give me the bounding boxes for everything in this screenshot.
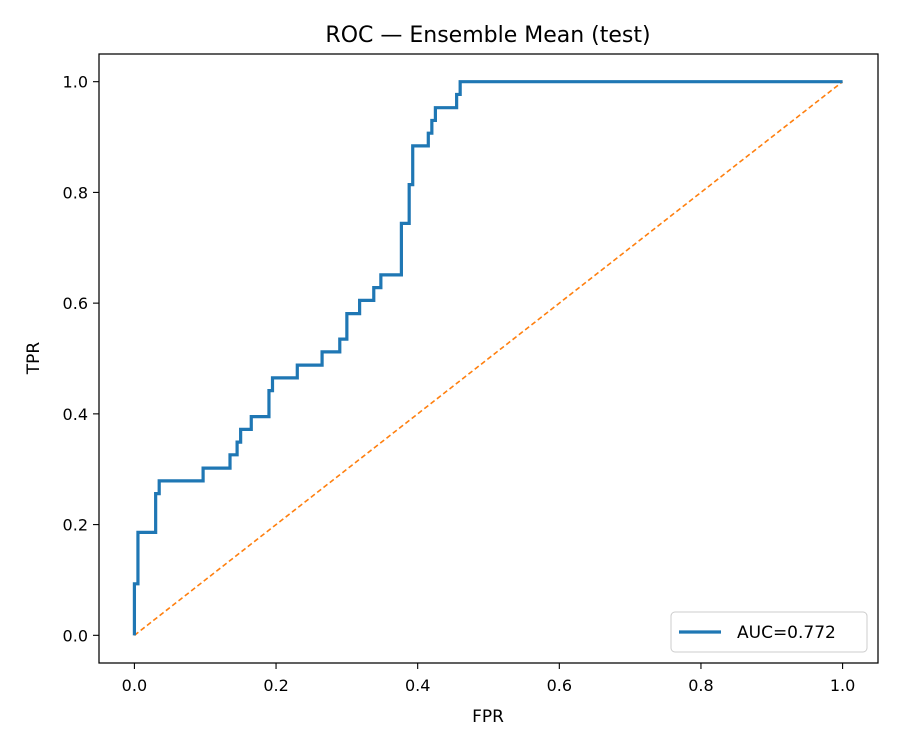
x-tick-label: 0.8 xyxy=(688,676,713,695)
chance-diagonal-line xyxy=(133,81,844,636)
x-tick-label: 0.4 xyxy=(405,676,430,695)
y-tick-label: 0.4 xyxy=(63,405,88,424)
x-tick-label: 0.6 xyxy=(547,676,572,695)
legend: AUC=0.772 xyxy=(670,611,868,653)
plot-area xyxy=(132,80,844,636)
x-axis-label: FPR xyxy=(472,707,504,727)
x-tick-label: 0.0 xyxy=(122,676,147,695)
y-tick-label: 0.8 xyxy=(63,183,88,202)
y-tick-label: 0.6 xyxy=(63,294,88,313)
y-axis-label: TPR xyxy=(24,342,44,376)
x-tick-label: 1.0 xyxy=(830,676,855,695)
y-tick-label: 0.0 xyxy=(63,626,88,645)
x-tick-label: 0.2 xyxy=(263,676,288,695)
legend-box xyxy=(670,611,868,653)
y-tick-label: 0.2 xyxy=(63,516,88,535)
y-tick-label: 1.0 xyxy=(63,73,88,92)
roc-curve-line xyxy=(132,80,843,636)
axes-frame xyxy=(98,53,879,664)
legend-label-roc: AUC=0.772 xyxy=(737,623,836,643)
tick-layer: 0.0 0.2 0.4 0.6 0.8 1.0 0.0 0.2 0.4 0.6 0.8 1.0 xyxy=(63,73,856,695)
chart-title: ROC — Ensemble Mean (test) xyxy=(325,23,650,48)
